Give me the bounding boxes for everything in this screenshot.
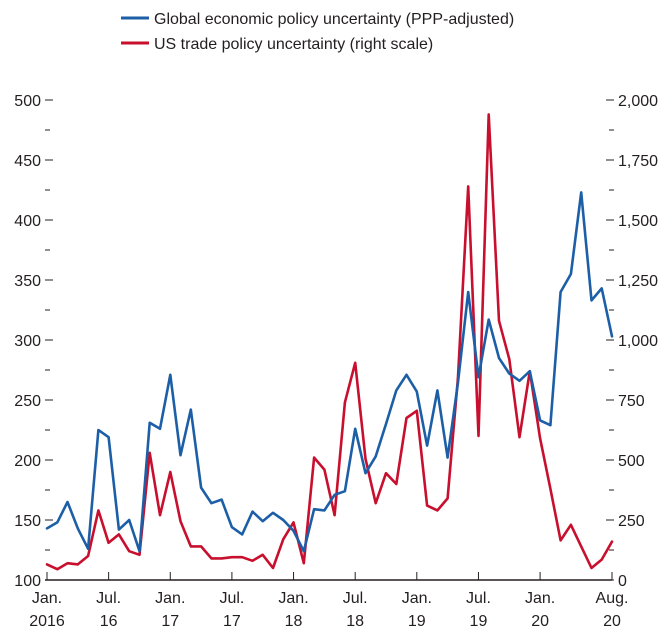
x-tick-label-year: 20 xyxy=(531,613,549,630)
x-tick-label-year: 17 xyxy=(223,613,241,630)
x-axis: Jan. 2016 Jul. 16 Jan. 17 Jul. 17 Jan. 18 Jul. 18 Ja… xyxy=(29,572,628,630)
plot-area: 100 150 200 250 300 350 400 450 500 0 250 500 750 1,… xyxy=(14,93,658,630)
x-tick-label-year: 19 xyxy=(470,613,488,630)
y-right-tick-label: 1,500 xyxy=(618,213,658,230)
y-right-tick-label: 1,250 xyxy=(618,273,658,290)
y-right-tick-label: 1,750 xyxy=(618,153,658,170)
y-axis-right: 0 250 500 750 1,000 1,250 1,500 1,750 2,000 xyxy=(606,93,658,590)
y-axis-left: 100 150 200 250 300 350 400 450 500 xyxy=(14,93,53,590)
x-tick-label-month: Jul. xyxy=(96,590,121,607)
x-tick-label-month: Aug. xyxy=(596,590,629,607)
y-left-tick-label: 300 xyxy=(14,333,41,350)
y-right-tick-label: 1,000 xyxy=(618,333,658,350)
legend-label-us-trade: US trade policy uncertainty (right scale… xyxy=(154,36,433,53)
y-right-tick-label: 750 xyxy=(618,393,645,410)
x-tick-label-month: Jul. xyxy=(219,590,244,607)
y-left-tick-label: 150 xyxy=(14,513,41,530)
x-tick-label-month: Jan. xyxy=(32,590,62,607)
series-line-global-epu xyxy=(45,191,614,553)
x-tick-label-month: Jan. xyxy=(155,590,185,607)
series-layer xyxy=(45,113,614,571)
legend: Global economic policy uncertainty (PPP-… xyxy=(121,11,514,53)
x-tick-label-year: 17 xyxy=(161,613,179,630)
y-right-tick-label: 0 xyxy=(618,573,627,590)
y-right-tick-label: 250 xyxy=(618,513,645,530)
x-tick-label-month: Jul. xyxy=(343,590,368,607)
y-right-tick-label: 2,000 xyxy=(618,93,658,110)
y-right-tick-label: 500 xyxy=(618,453,645,470)
y-left-tick-label: 400 xyxy=(14,213,41,230)
x-tick-label-year: 2016 xyxy=(29,613,65,630)
x-tick-label-year: 19 xyxy=(408,613,426,630)
y-left-tick-label: 200 xyxy=(14,453,41,470)
x-tick-label-year: 16 xyxy=(100,613,118,630)
y-left-tick-label: 500 xyxy=(14,93,41,110)
y-left-tick-label: 100 xyxy=(14,573,41,590)
y-left-tick-label: 250 xyxy=(14,393,41,410)
y-left-tick-label: 350 xyxy=(14,273,41,290)
legend-label-global-epu: Global economic policy uncertainty (PPP-… xyxy=(154,11,514,28)
x-tick-label-month: Jul. xyxy=(466,590,491,607)
x-tick-label-year: 18 xyxy=(285,613,303,630)
x-tick-label-month: Jan. xyxy=(278,590,308,607)
y-left-tick-label: 450 xyxy=(14,153,41,170)
x-tick-label-year: 20 xyxy=(603,613,621,630)
x-tick-label-month: Jan. xyxy=(525,590,555,607)
x-tick-label-year: 18 xyxy=(346,613,364,630)
x-tick-label-month: Jan. xyxy=(402,590,432,607)
